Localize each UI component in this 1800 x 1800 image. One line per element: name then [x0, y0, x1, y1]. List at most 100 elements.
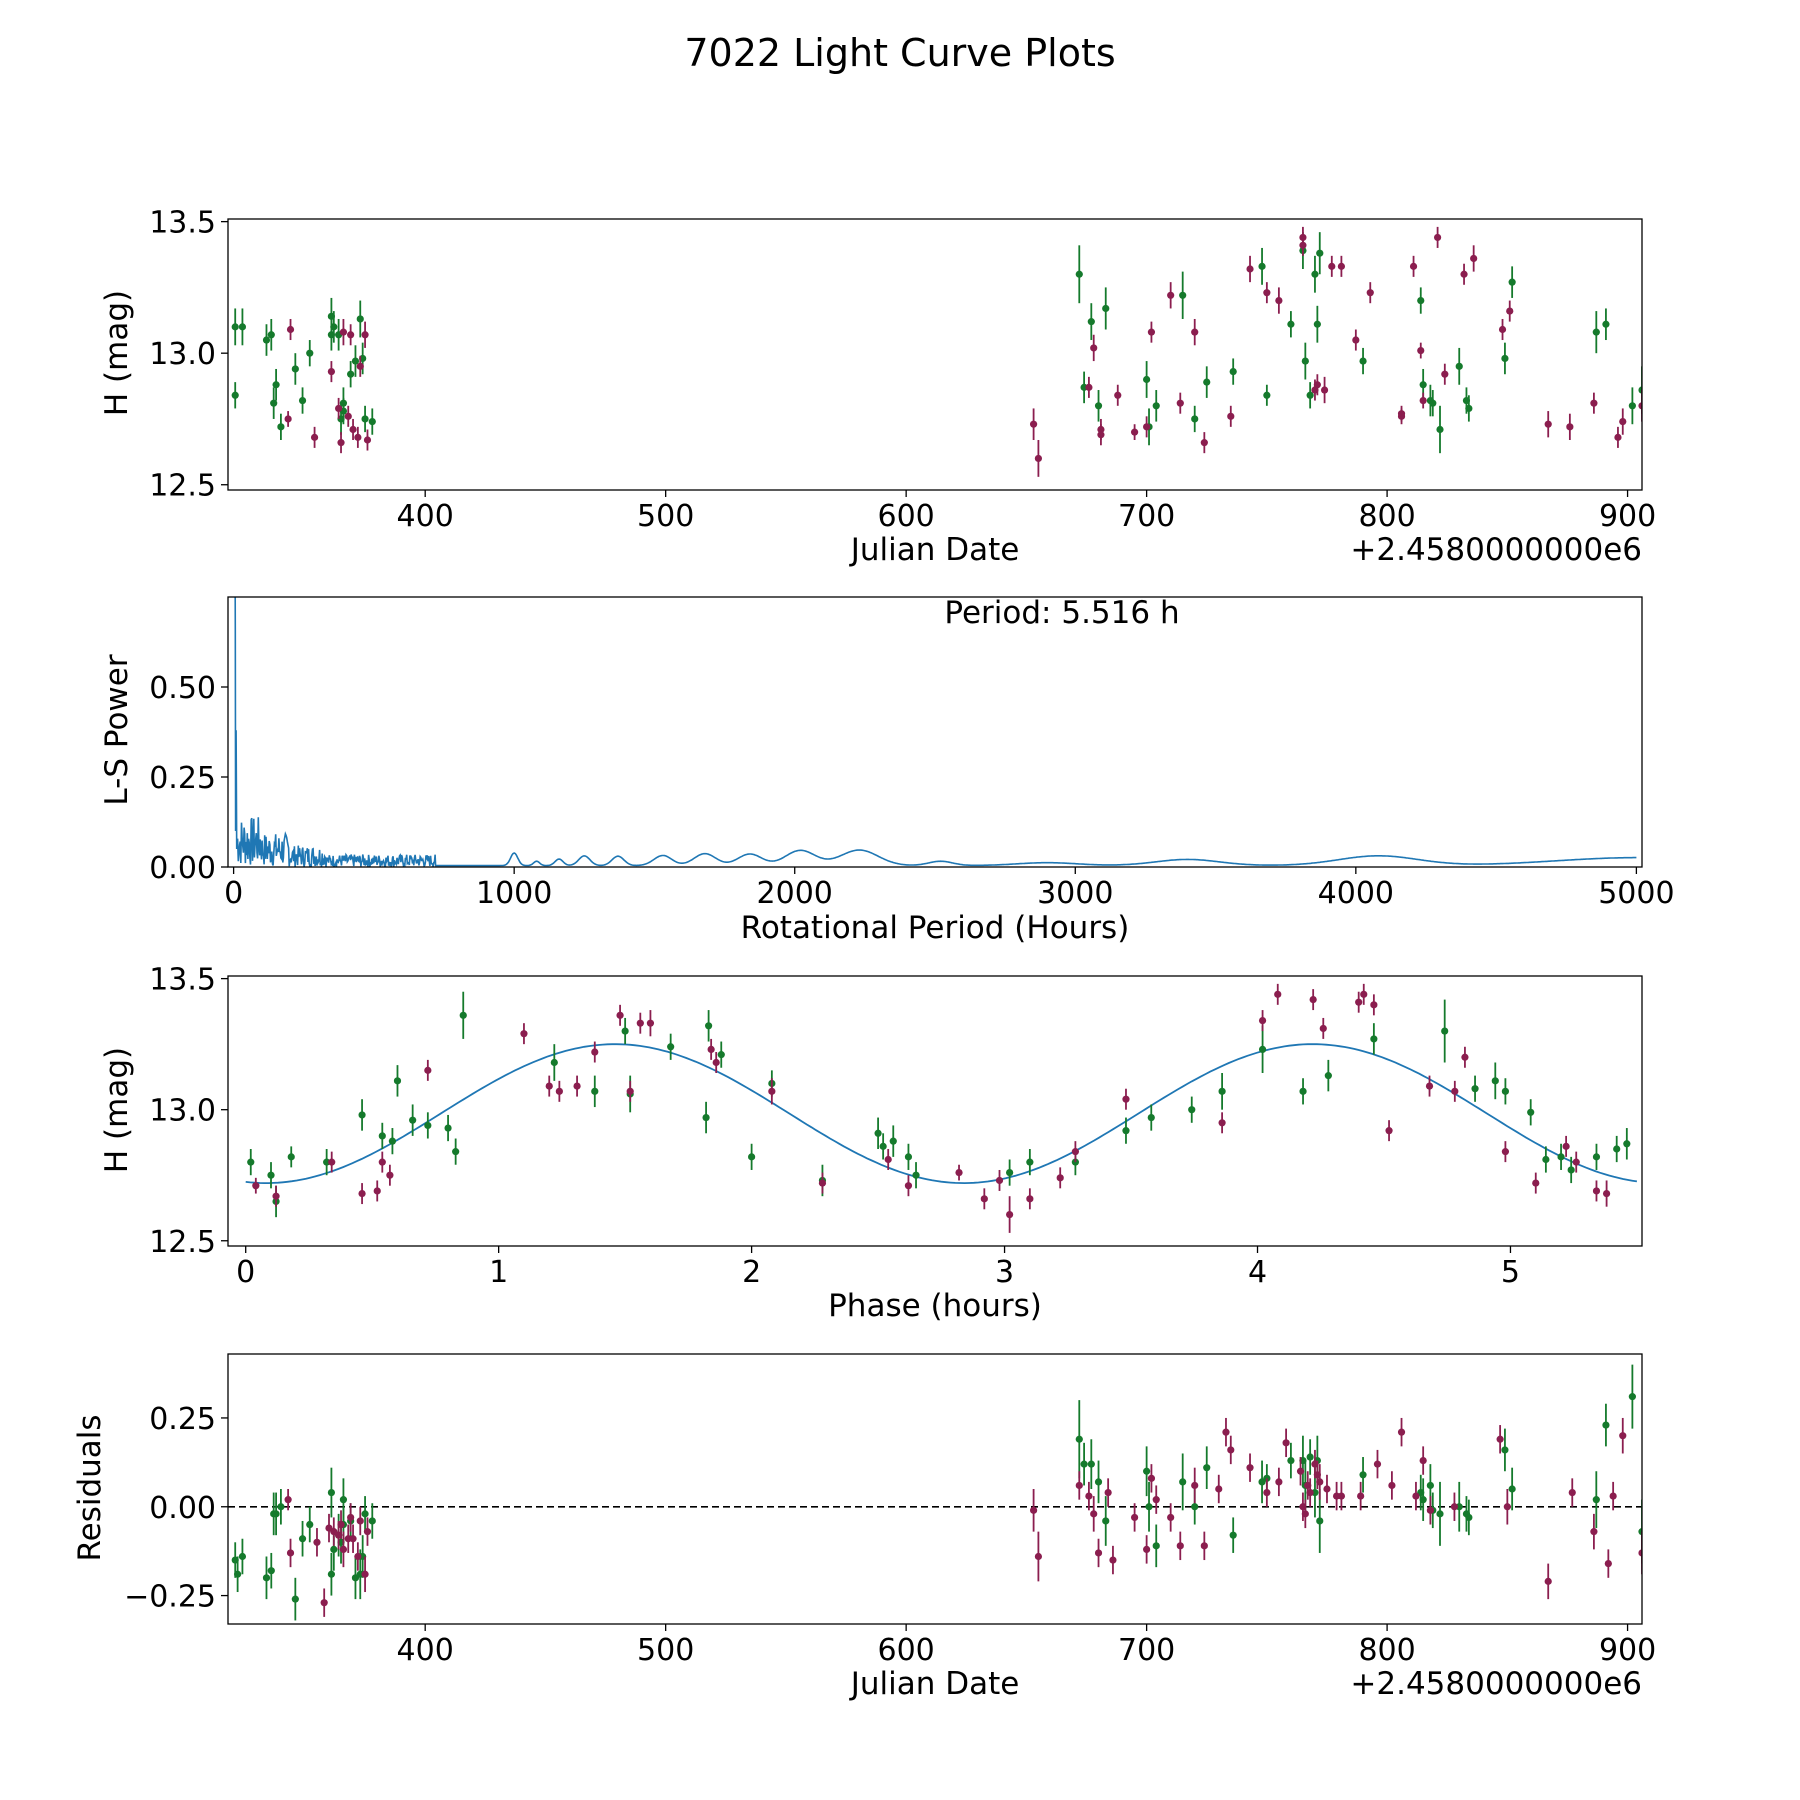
green-data-point [1592, 328, 1600, 336]
x-tick-label: 5000 [1598, 876, 1674, 911]
plot-frame [227, 1353, 1643, 1625]
purple-data-point [1609, 1492, 1617, 1500]
purple-data-point [1355, 998, 1363, 1006]
green-data-point [231, 391, 239, 399]
green-data-point [238, 323, 247, 331]
green-data-point [1152, 1542, 1160, 1550]
figure-title: 7022 Light Curve Plots [684, 31, 1115, 75]
purple-data-point [1460, 270, 1468, 278]
green-data-point [1501, 1087, 1510, 1095]
x-tick-label: 400 [397, 1633, 454, 1668]
green-data-point [1465, 1513, 1473, 1522]
purple-data-point [1282, 1439, 1290, 1447]
purple-data-point [284, 415, 292, 423]
residuals-offset-label: +2.4580000000e6 [1350, 1666, 1642, 1702]
x-tick-label: 800 [1358, 1633, 1415, 1668]
green-data-point [1501, 1446, 1509, 1454]
green-data-point [270, 399, 278, 407]
y-tick-label: 0.00 [149, 1491, 216, 1526]
purple-data-point [378, 1158, 386, 1166]
purple-data-point [1360, 990, 1368, 998]
green-data-point [1306, 391, 1314, 399]
phased-ylabel: H (mag) [99, 1047, 135, 1173]
green-data-point [277, 423, 285, 431]
y-tick-label: 0.00 [149, 851, 216, 886]
x-tick-label: 1 [489, 1255, 508, 1290]
purple-data-point [768, 1087, 776, 1095]
green-data-point [1419, 381, 1427, 389]
light-curve-panel: Julian Date H (mag) +2.4580000000e6 400 5… [99, 206, 1656, 568]
purple-data-point [354, 433, 362, 441]
purple-data-point [1323, 1485, 1331, 1493]
purple-data-point [1503, 1503, 1511, 1511]
green-data-point [1094, 1478, 1103, 1486]
purple-data-point [1301, 1510, 1309, 1518]
purple-data-point [1085, 1492, 1093, 1500]
purple-data-point [1451, 1087, 1459, 1095]
purple-data-point [1357, 1492, 1365, 1500]
green-data-point [1179, 291, 1187, 299]
purple-data-point [1246, 1464, 1254, 1472]
green-data-point [298, 1535, 307, 1543]
green-data-point [1465, 404, 1473, 413]
green-data-point [277, 1503, 285, 1511]
green-data-point [1324, 1072, 1332, 1080]
y-tick-label: 13.5 [149, 963, 216, 998]
green-data-point [1417, 296, 1425, 305]
green-data-point [298, 396, 307, 405]
lightcurve-offset-label: +2.4580000000e6 [1350, 532, 1642, 568]
purple-data-point [1075, 1481, 1083, 1490]
purple-data-point [1143, 423, 1151, 431]
purple-data-point [1419, 1456, 1427, 1465]
purple-data-point [1506, 307, 1514, 315]
green-data-point [1623, 1140, 1631, 1148]
plot-frame [227, 596, 1643, 868]
green-data-point [262, 336, 271, 344]
purple-data-point [1450, 1503, 1459, 1511]
purple-data-point [1590, 1528, 1598, 1536]
purple-data-point [424, 1066, 432, 1074]
green-data-point [1316, 1517, 1324, 1525]
residuals-panel: Julian Date Residuals +2.4580000000e6 40… [72, 1353, 1656, 1702]
purple-data-point [1176, 399, 1184, 407]
purple-data-point [1026, 1195, 1034, 1203]
y-tick-label: 0.50 [149, 671, 216, 706]
green-data-point [347, 370, 355, 378]
purple-data-point [1275, 1478, 1283, 1486]
y-tick-label: 0.25 [149, 1402, 216, 1437]
purple-data-point [1498, 325, 1507, 334]
purple-data-point [1191, 328, 1199, 336]
green-data-point [444, 1124, 452, 1132]
purple-data-point [1337, 1492, 1346, 1500]
green-data-point [912, 1171, 920, 1179]
green-data-point [1592, 1153, 1601, 1161]
periodogram-ylabel: L-S Power [99, 654, 135, 805]
green-data-point [1491, 1077, 1499, 1085]
green-data-point [1080, 1460, 1088, 1468]
green-data-point [1203, 378, 1211, 386]
purple-data-point [591, 1048, 599, 1056]
purple-data-point [328, 1158, 336, 1166]
x-tick-label: 0 [224, 876, 243, 911]
purple-data-point [1619, 417, 1627, 426]
green-data-point [889, 1137, 897, 1145]
green-data-point [272, 381, 280, 389]
purple-data-point [1263, 1488, 1271, 1497]
green-data-point [1203, 1464, 1211, 1472]
purple-data-point [252, 1182, 260, 1190]
x-tick-label: 400 [397, 499, 454, 534]
purple-data-point [1568, 1488, 1576, 1497]
purple-data-point [707, 1045, 715, 1053]
purple-data-point [646, 1019, 655, 1027]
green-data-point [667, 1043, 675, 1051]
purple-data-point [313, 1538, 321, 1546]
purple-data-point [1147, 1474, 1156, 1482]
purple-data-point [1176, 1542, 1184, 1550]
green-data-point [1191, 1503, 1199, 1511]
green-data-point [1218, 1087, 1226, 1095]
purple-data-point [1532, 1179, 1540, 1187]
green-data-point [1122, 1127, 1130, 1135]
green-data-point [1306, 1453, 1314, 1461]
purple-data-point [344, 412, 352, 420]
purple-data-point [1590, 399, 1598, 407]
